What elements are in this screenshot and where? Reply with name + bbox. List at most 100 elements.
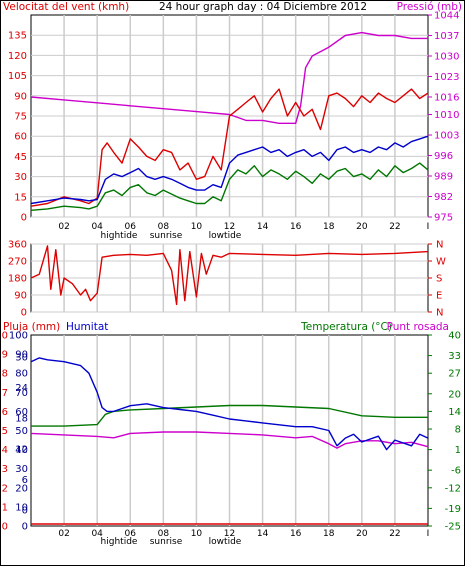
humidity-tick-label: 80 [15, 369, 28, 380]
temperature-right-tick-label: -25 [445, 522, 461, 533]
temperature-left-tick-label: 6 [22, 475, 28, 486]
lowtide-label-bottom: lowtide [209, 537, 242, 547]
temperature-left-tick-label: 30 [15, 353, 28, 364]
weather-grid [63, 335, 396, 526]
hour-tick-label: 16 [290, 529, 302, 539]
now-tick-label: I [427, 222, 430, 232]
wind-tick-label: 75 [14, 112, 27, 123]
rain-tick-label: 8 [2, 369, 8, 380]
pressure-tick-label: 975 [434, 213, 453, 224]
now-tick-label: I [427, 529, 430, 539]
pressure-tick-label: 996 [434, 151, 453, 162]
compass-tick-label: W [436, 257, 446, 268]
temperature-right-tick-label: -19 [445, 504, 461, 515]
direction-tick-label: 90 [14, 291, 27, 302]
pressure-tick-label: 1010 [434, 110, 459, 121]
wind-tick-label: 0 [21, 213, 27, 224]
wind-direction-grid [31, 243, 428, 313]
wind-speed-line [30, 162, 429, 211]
hour-tick-label: 10 [191, 222, 203, 232]
hour-tick-label: 14 [257, 529, 269, 539]
temperature-right-tick-label: 33 [448, 351, 461, 362]
wind-average-line [30, 135, 429, 205]
pressure-line [30, 31, 428, 125]
compass-tick-label: N [436, 240, 443, 251]
temperature-right-tick-label: 1 [455, 445, 461, 456]
sunrise-label-bottom: sunrise [150, 537, 183, 547]
wind-direction-line [30, 245, 429, 306]
hour-tick-label: 02 [58, 529, 69, 539]
dewpoint-axis-label: Punt rosada [387, 321, 449, 333]
direction-tick-label: 180 [8, 274, 27, 285]
hour-tick-label: 22 [389, 222, 400, 232]
hour-tick-label: 16 [290, 222, 302, 232]
direction-tick-label: 360 [8, 240, 27, 251]
humidity-tick-label: 90 [15, 350, 28, 361]
humidity-tick-label: 100 [9, 331, 28, 342]
humidity-tick-label: 0 [22, 522, 28, 533]
temperature-left-tick-label: 18 [15, 414, 28, 425]
humidity-tick-label: 30 [15, 464, 28, 475]
compass-tick-label: S [436, 274, 442, 285]
rain-tick-label: 10 [0, 331, 8, 342]
rain-tick-label: 0 [2, 522, 8, 533]
sunrise-label: sunrise [150, 231, 183, 241]
pressure-tick-label: 1044 [434, 11, 459, 22]
pressure-tick-label: 1030 [434, 51, 459, 62]
hour-tick-label: 18 [323, 222, 335, 232]
wind-tick-label: 60 [14, 132, 27, 143]
hour-tick-label: 02 [58, 222, 69, 232]
hour-tick-label: 12 [224, 222, 235, 232]
pressure-tick-label: 1003 [434, 131, 459, 142]
pressure-tick-label: 1037 [434, 31, 459, 42]
hour-tick-label: 08 [158, 529, 170, 539]
temperature-right-tick-label: 40 [448, 331, 461, 342]
temperature-left-tick-label: 24 [15, 383, 28, 394]
hour-tick-label: 04 [91, 529, 103, 539]
hour-tick-label: 18 [323, 529, 335, 539]
rain-tick-label: 3 [2, 464, 8, 475]
humidity-tick-label: 60 [15, 407, 28, 418]
wind-pressure-series [30, 31, 429, 211]
wind-pressure-panel: 135 120 105 90 75 60 45 30 15 0 1044 1037 1030 1023 10… [8, 11, 460, 242]
temperature-axis-label: Temperatura (°C) [300, 321, 392, 333]
temperature-right-tick-label: -12 [445, 483, 461, 494]
temperature-right-tick-label: 14 [448, 407, 461, 418]
rain-tick-label: 1 [2, 502, 8, 513]
chart-title: 24 hour graph day : 04 Diciembre 2012 [159, 1, 367, 13]
weather-series [30, 357, 429, 525]
wind-tick-label: 30 [14, 172, 27, 183]
hour-tick-label: 10 [191, 529, 203, 539]
hightide-label: hightide [101, 231, 138, 241]
compass-tick-label: E [436, 291, 442, 302]
pressure-tick-label: 989 [434, 172, 453, 183]
rain-tick-label: 7 [2, 388, 8, 399]
lowtide-label: lowtide [209, 231, 242, 241]
rain-tick-label: 5 [2, 426, 8, 437]
rain-axis-label: Pluja (mm) [3, 321, 60, 333]
hour-tick-label: 04 [91, 222, 103, 232]
rain-tick-label: 9 [2, 350, 8, 361]
wind-tick-label: 105 [8, 71, 27, 82]
weather-ticks: 1098765432101009080706050403020100302418… [0, 331, 461, 540]
humidity-tick-label: 70 [15, 388, 28, 399]
wind-pressure-ticks: 135 120 105 90 75 60 45 30 15 0 1044 1037 1030 1023 10… [8, 11, 460, 233]
humidity-tick-label: 50 [15, 426, 28, 437]
wind-speed-axis-label: Velocitat del vent (kmh) [3, 1, 129, 13]
wind-tick-label: 90 [14, 91, 27, 102]
temperature-line [31, 404, 428, 427]
direction-tick-label: 270 [8, 257, 27, 268]
temperature-right-tick-label: -6 [451, 466, 461, 477]
compass-tick-label: N [436, 308, 443, 319]
wind-tick-label: 45 [14, 152, 27, 163]
humidity-tick-label: 20 [15, 483, 28, 494]
temperature-right-tick-label: 20 [448, 389, 461, 400]
wind-tick-label: 120 [8, 51, 27, 62]
weather-panel: 1098765432101009080706050403020100302418… [0, 331, 461, 548]
humidity-tick-label: 10 [15, 502, 28, 513]
hour-tick-label: 20 [356, 529, 368, 539]
hour-tick-label: 22 [389, 529, 400, 539]
